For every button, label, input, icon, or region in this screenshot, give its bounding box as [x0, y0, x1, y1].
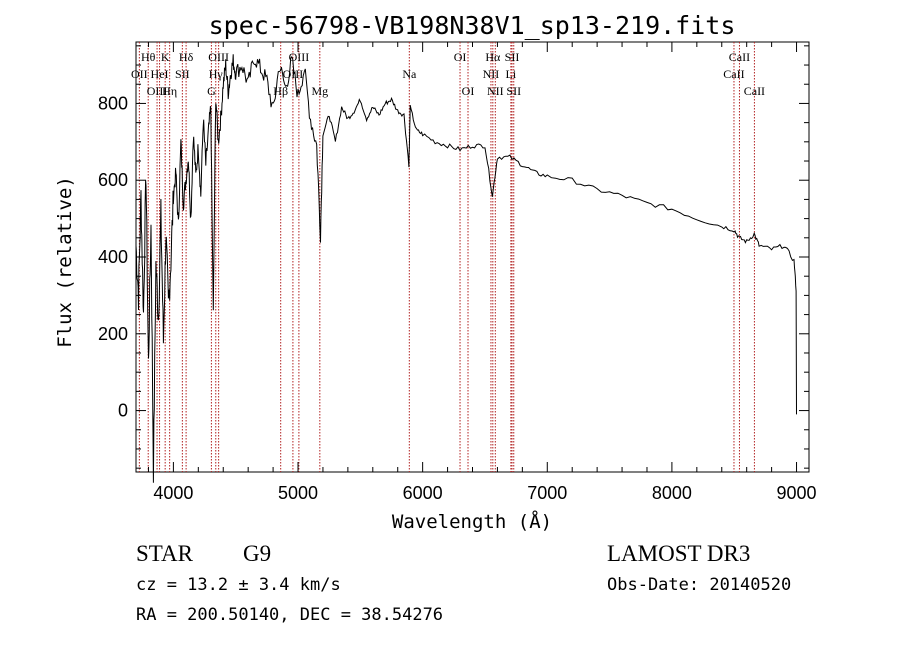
x-tick-label-3: 7000: [527, 483, 567, 503]
x-tick-label-0: 4000: [153, 483, 193, 503]
redshift-cz: cz = 13.2 ± 3.4 km/s: [136, 575, 341, 595]
marker-label-19: Hη: [162, 84, 177, 98]
marker-label-26: CaII: [744, 84, 765, 98]
marker-label-23: OI: [462, 84, 475, 98]
marker-label-5: OI: [454, 50, 467, 64]
obs-date: Obs-Date: 20140520: [607, 575, 791, 595]
marker-label-17: CaII: [723, 67, 744, 81]
survey-name: LAMOST DR3: [607, 541, 750, 566]
coordinates: RA = 200.50140, DEC = 38.54276: [136, 605, 443, 625]
emission-line-markers: [138, 42, 755, 472]
marker-label-18: OIII: [147, 84, 168, 98]
marker-label-16: Li: [506, 67, 517, 81]
marker-label-2: Hδ: [179, 50, 194, 64]
marker-label-0: Hθ: [141, 50, 156, 64]
marker-label-7: SII: [505, 50, 520, 64]
y-tick-label-4: 800: [98, 93, 128, 113]
marker-label-9: OII: [131, 67, 148, 81]
object-class: STAR: [136, 541, 194, 566]
marker-label-8: CaII: [729, 50, 750, 64]
chart-title: spec-56798-VB198N38V1_sp13-219.fits: [209, 11, 736, 40]
x-tick-label-2: 6000: [403, 483, 443, 503]
y-axis-label: Flux (relative): [54, 176, 76, 348]
marker-label-22: Mg: [311, 84, 328, 98]
y-tick-label-0: 0: [118, 401, 128, 421]
marker-label-21: Hβ: [273, 84, 288, 98]
spectrum-line: [135, 54, 797, 483]
marker-label-15: NII: [483, 67, 500, 81]
object-subclass: G9: [243, 541, 271, 566]
marker-label-24: NII: [487, 84, 504, 98]
marker-label-6: Hα: [485, 50, 501, 64]
x-axis-ticks: 4000 5000 6000 7000 8000 9000: [147, 42, 817, 503]
plot-frame: [135, 41, 810, 473]
y-tick-label-3: 600: [98, 170, 128, 190]
marker-label-10: HeI: [151, 67, 169, 81]
y-axis-ticks: 0 200 400 600 800: [98, 45, 809, 469]
marker-label-12: Hγ: [209, 67, 224, 81]
y-tick-label-1: 200: [98, 324, 128, 344]
marker-label-14: Na: [402, 67, 417, 81]
marker-label-13: OIII: [283, 67, 304, 81]
marker-label-20: G: [207, 84, 216, 98]
x-tick-label-4: 8000: [652, 483, 692, 503]
marker-label-3: OIII: [208, 50, 229, 64]
marker-label-4: OIII: [289, 50, 310, 64]
x-tick-label-1: 5000: [278, 483, 318, 503]
marker-label-1: K: [161, 50, 170, 64]
marker-label-25: SII: [506, 84, 521, 98]
x-tick-label-5: 9000: [777, 483, 817, 503]
y-tick-label-2: 400: [98, 247, 128, 267]
x-axis-label: Wavelength (Å): [392, 510, 552, 533]
emission-line-labels: Hθ K Hδ OIII OIII OI Hα SII CaII OII HeI SII Hγ OIII N…: [131, 50, 765, 98]
marker-label-11: SII: [175, 67, 190, 81]
